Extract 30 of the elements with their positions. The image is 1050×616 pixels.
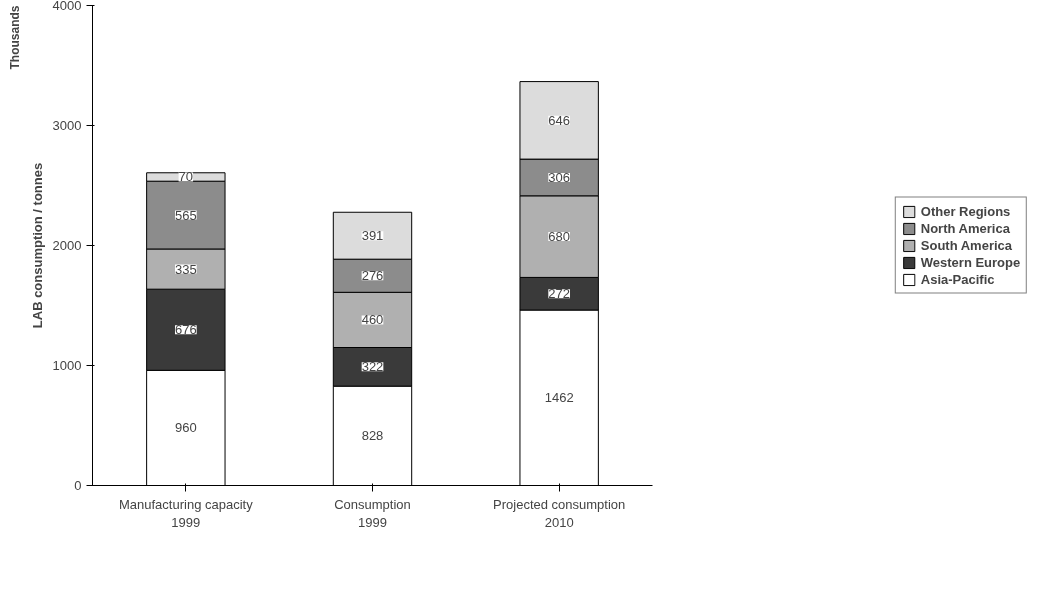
x-tick-label: Projected consumption 2010 xyxy=(493,496,626,530)
legend-label: Western Europe xyxy=(920,254,1021,270)
data-label: 565 xyxy=(174,207,197,223)
data-label: 306 xyxy=(548,169,571,185)
data-label: 646 xyxy=(548,112,571,128)
data-label: 680 xyxy=(548,229,571,245)
y-axis-title: LAB consumption / tonnes xyxy=(29,162,45,329)
x-tick-label: Manufacturing capacity 1999 xyxy=(118,496,254,530)
y-tick-label: 4000 xyxy=(52,0,82,13)
y-tick-label: 2000 xyxy=(52,238,82,253)
data-label: 1462 xyxy=(544,390,574,406)
legend-label: Asia-Pacific xyxy=(920,271,995,287)
y-tick-label: 3000 xyxy=(52,118,82,133)
text: Thousands xyxy=(7,5,22,70)
data-label: 335 xyxy=(174,261,197,277)
data-label: 828 xyxy=(361,428,384,444)
legend-label: Other Regions xyxy=(920,203,1011,219)
data-label: 960 xyxy=(174,420,197,436)
y-tick-label: 0 xyxy=(74,478,82,493)
legend-label: South America xyxy=(920,237,1013,253)
data-label: 460 xyxy=(361,312,384,328)
data-label: 676 xyxy=(174,322,197,338)
data-label: 70 xyxy=(178,169,194,185)
x-tick-label: Consumption 1999 xyxy=(334,496,411,530)
data-label: 391 xyxy=(361,228,384,244)
y-tick-label: 1000 xyxy=(52,358,82,373)
data-label: 322 xyxy=(361,359,384,375)
data-label: 276 xyxy=(361,268,384,284)
data-label: 272 xyxy=(548,286,571,302)
legend-label: North America xyxy=(920,220,1010,236)
